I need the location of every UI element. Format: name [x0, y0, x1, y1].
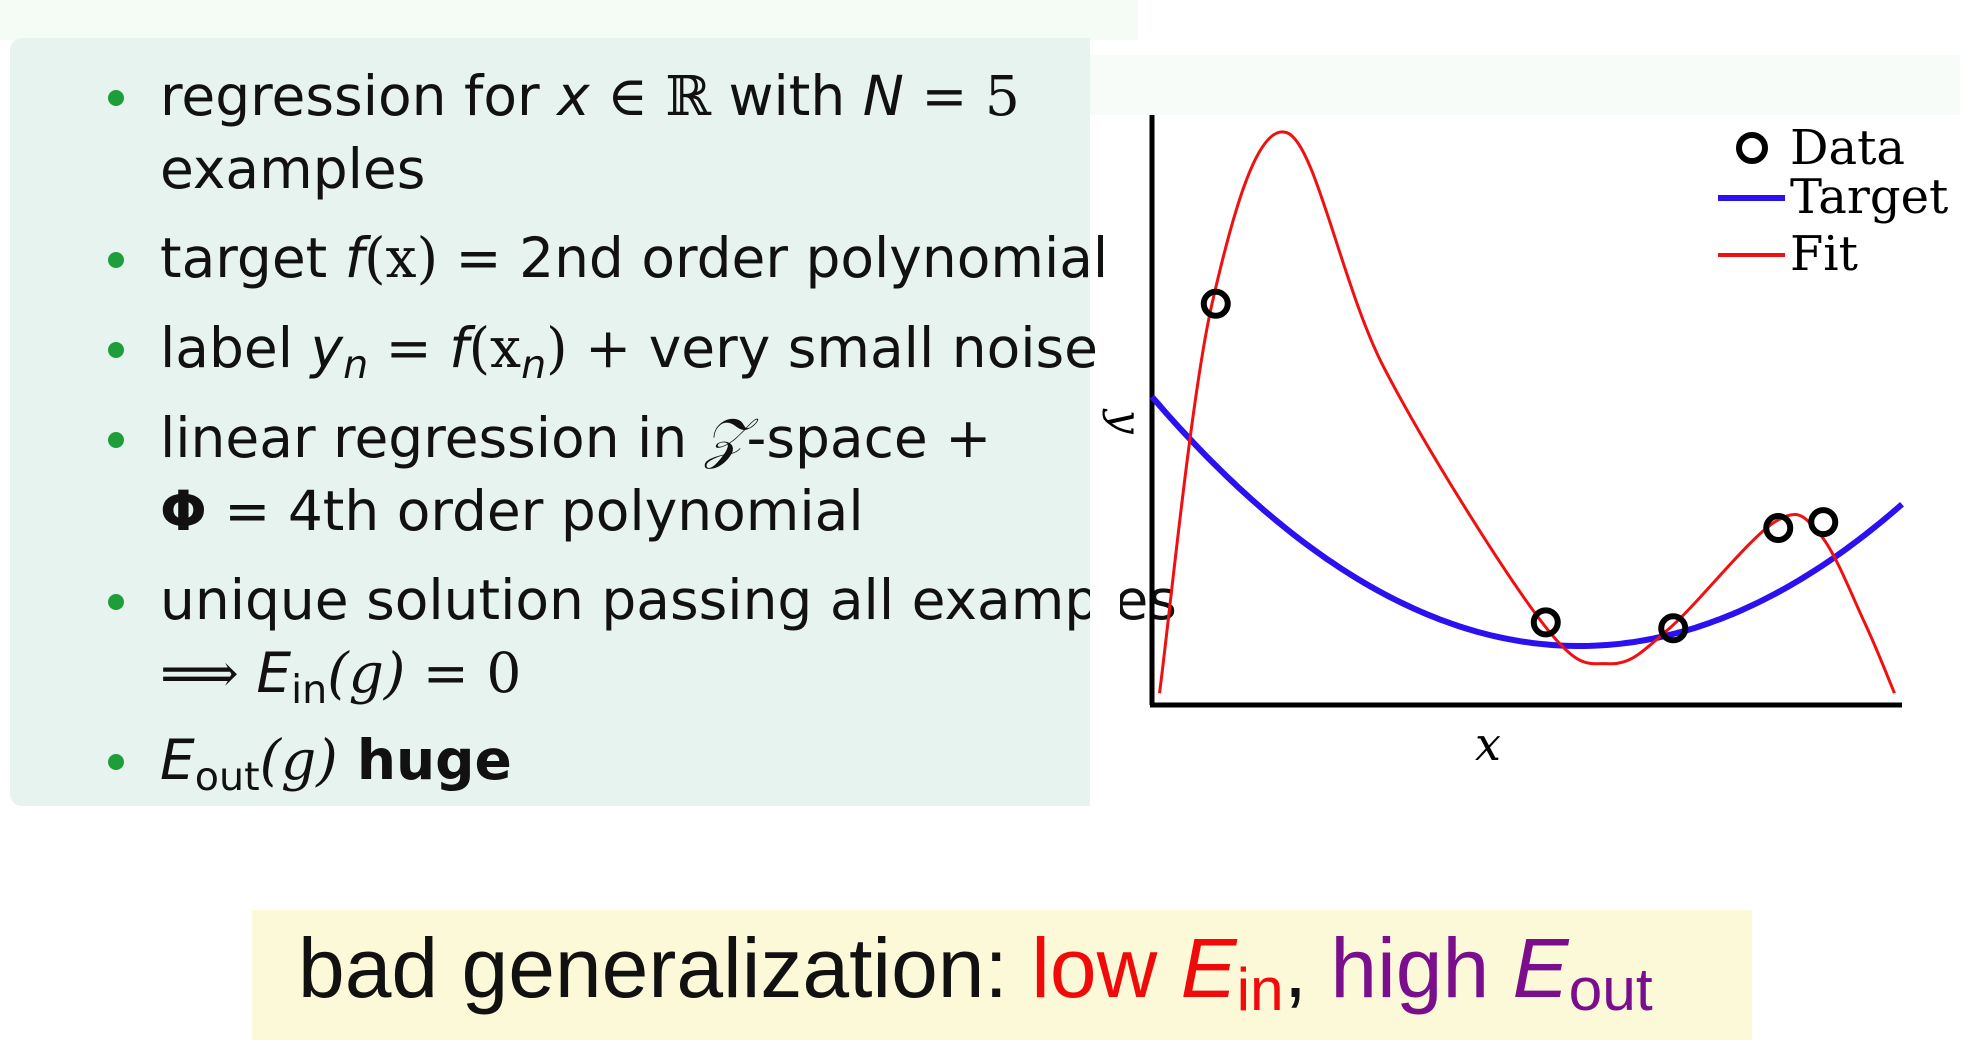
sub-in: in	[291, 666, 328, 713]
legend-marker-data	[1736, 132, 1768, 164]
data-points	[1200, 288, 1839, 644]
legend-label-data: Data	[1790, 120, 1905, 176]
z-space: 𝒵	[704, 406, 747, 470]
bullet-dot	[108, 432, 124, 448]
open-x: (x	[468, 316, 522, 380]
data-point	[1763, 513, 1794, 543]
e: E	[160, 728, 195, 792]
var-n: N	[862, 64, 904, 128]
g: (g)	[259, 728, 338, 792]
paren-x: (x)	[364, 226, 439, 290]
right-band	[1090, 55, 1960, 115]
legend: Data Target Fit	[1718, 120, 1948, 282]
plus: +	[567, 316, 649, 380]
text: examples	[160, 136, 426, 201]
var-y: y	[310, 316, 344, 380]
bullet-linear: linear regression in 𝒵-space + Φ = 4th o…	[108, 402, 992, 547]
eq: =	[368, 316, 450, 380]
top-band	[0, 0, 1138, 40]
bullet-panel: regression for x ∈ ℝ with N = 5 examples…	[10, 38, 1177, 806]
bullet-dot	[108, 90, 124, 106]
text: = 2nd order polynomial	[438, 226, 1109, 290]
text: label	[160, 316, 311, 380]
overfit-plot: x y Data Target Fit	[1102, 115, 1948, 771]
var-x: x	[557, 64, 590, 128]
legend-label-target: Target	[1790, 169, 1948, 225]
bullet-target: target f(x) = 2nd order polynomial	[108, 222, 1109, 295]
e-out: E	[1512, 921, 1569, 1015]
func-f: f	[344, 226, 365, 290]
sub-out: out	[194, 754, 260, 801]
data-point	[1530, 607, 1561, 638]
high: high	[1330, 921, 1513, 1015]
conclusion-banner	[252, 910, 1752, 1040]
huge: huge	[337, 728, 512, 792]
func-f: f	[449, 316, 469, 380]
fit-curve	[1158, 130, 1896, 694]
conclusion-text: bad generalization: low Ein, high Eout	[298, 920, 1653, 1023]
text: with	[711, 64, 863, 128]
legend-label-fit: Fit	[1790, 226, 1858, 282]
bullet-regression: regression for x ∈ ℝ with N = 5 examples	[108, 60, 1020, 205]
g: (g)	[327, 640, 406, 705]
sub-n: n	[343, 342, 369, 389]
bullet-unique: unique solution passing all examples ⟹ E…	[108, 564, 1177, 713]
bullet-dot	[108, 252, 124, 268]
plot-area: x y Data Target Fit	[1090, 110, 1980, 800]
sub-in: in	[1236, 955, 1284, 1024]
low: low	[1031, 921, 1181, 1015]
text: very small noise	[648, 316, 1098, 380]
bullet-dot	[108, 342, 124, 358]
y-axis-label: y	[1102, 408, 1151, 435]
eq-0: = 0	[405, 640, 522, 705]
target-curve	[1149, 394, 1904, 649]
text: bad generalization:	[298, 921, 1032, 1015]
bullet-eout: Eout(g) huge	[108, 724, 512, 801]
text: -space +	[746, 406, 992, 470]
sub-out: out	[1568, 955, 1653, 1024]
e: E	[256, 640, 292, 705]
comma: ,	[1283, 921, 1331, 1015]
phi: Φ	[160, 478, 207, 543]
text: regression for	[160, 64, 558, 128]
x-axis-label: x	[1475, 717, 1501, 771]
panel-edge	[1090, 560, 1120, 680]
close: )	[546, 316, 568, 380]
bullet-dot	[108, 754, 124, 770]
data-point	[1200, 288, 1231, 319]
text: linear regression in	[160, 406, 705, 470]
bullet-label: label yn = f(xn) + very small noise	[108, 312, 1098, 389]
data-point	[1658, 613, 1689, 644]
e-in: E	[1180, 921, 1237, 1015]
implies: ⟹	[160, 640, 257, 705]
text: = 4th order polynomial	[206, 478, 864, 543]
eq-5: = 5	[903, 64, 1020, 128]
text: unique solution passing all examples	[160, 568, 1177, 632]
sub-n: n	[521, 342, 547, 389]
data-point	[1808, 507, 1839, 538]
text: target	[160, 226, 345, 290]
in-reals: ∈ ℝ	[589, 64, 712, 128]
bullet-dot	[108, 594, 124, 610]
